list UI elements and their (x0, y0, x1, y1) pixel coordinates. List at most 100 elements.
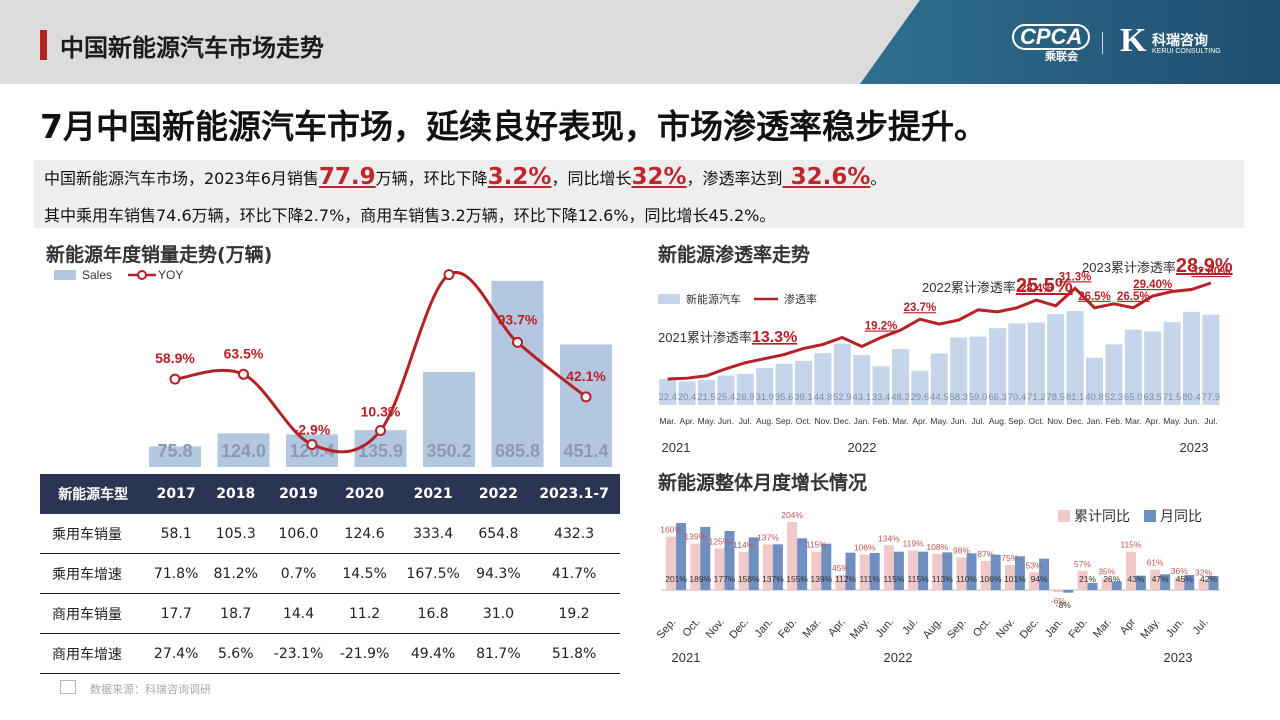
month-tick-label: Feb. (873, 416, 890, 426)
penetration-label: 26.5% (1117, 291, 1150, 303)
annual-sales-chart-title: 新能源年度销量走势(万辆) (46, 244, 273, 266)
table-cell: 11.2 (331, 593, 398, 634)
month-tick-label: Apr. (912, 416, 927, 426)
sales-bar-label: 124.0 (221, 441, 266, 461)
kerui-logo-mark: K (1120, 22, 1147, 59)
month-tick-label: Mar. (892, 416, 909, 426)
monthly-bar (893, 551, 904, 590)
penetration-label: 23.7% (904, 302, 937, 314)
cumulative-label: 75% (1001, 553, 1018, 563)
month-tick-label: Jun. (1164, 616, 1187, 640)
table-cell: 乘用车销量 (40, 514, 147, 554)
nev-bar-label: 48.2 (891, 392, 910, 403)
yoy-label: 93.7% (498, 311, 538, 327)
penetration-label: 32.60% (1191, 266, 1230, 278)
cumulative-bar (1125, 551, 1136, 590)
nev-bar (853, 355, 871, 405)
table-cell: 5.6% (205, 633, 266, 674)
sales-bar (149, 446, 201, 467)
nev-bar (1144, 331, 1162, 405)
nev-bar-label: 63.5 (1143, 392, 1162, 403)
nev-bar-label: 58.3 (949, 392, 968, 403)
nev-bar (1047, 314, 1065, 405)
cumulative-label: 125% (709, 536, 731, 546)
cumulative-label: 53% (1026, 560, 1043, 570)
legend-label-monthly: 月同比 (1160, 508, 1202, 524)
cumulative-label: 36% (1171, 566, 1188, 576)
summary-highlight-penetration: 32.6% (782, 164, 871, 190)
yoy-label: 10.3% (361, 404, 401, 420)
sales-bar (491, 280, 544, 467)
table-row: 商用车增速 27.4% 5.6% -23.1% -21.9% 49.4% 81.… (40, 633, 620, 674)
table-cell: 49.4% (397, 633, 469, 674)
table-row: 乘用车销量 58.1 105.3 106.0 124.6 333.4 654.8… (40, 514, 620, 554)
sales-bar-label: 350.2 (426, 441, 471, 461)
cumulative-label: 61% (1147, 558, 1164, 568)
year-label: 2021 (672, 650, 701, 665)
sales-bar-label: 120.4 (289, 441, 334, 461)
cumulative-bar (1150, 569, 1161, 590)
table-cell: 19.2 (528, 593, 620, 634)
nev-bar-label: 65.0 (1124, 392, 1143, 403)
nev-bar-label: 78.5 (1046, 392, 1065, 403)
legend-label-sales: Sales (82, 268, 112, 282)
month-tick-label: Jul. (739, 416, 752, 426)
month-tick-label: Jul. (1191, 616, 1211, 637)
monthly-bar (821, 543, 832, 590)
monthly-bar (1014, 556, 1025, 590)
nev-bar (950, 337, 968, 405)
monthly-label: 42% (1200, 574, 1217, 584)
month-tick-label: Feb. (1066, 616, 1089, 641)
summary-line-2: 其中乘用车销售74.6万辆，环比下降2.7%，商用车销售3.2万辆，环比下降12… (44, 206, 776, 225)
summary-text: 中国新能源汽车市场，2023年6月销售 (44, 169, 319, 188)
penetration-chart: 新能源汽车 渗透率 22.4 Mar. 20.4 Apr. 21.5 May. 25.4 Jun.… (658, 255, 1233, 455)
cumulative-bar (835, 575, 846, 590)
cumulative-label: 115% (806, 540, 828, 550)
sales-bar (354, 430, 407, 467)
monthly-growth-chart: 累计同比 月同比 160% 201% Sep. 139% 189% Oct. 125% 177% N… (655, 508, 1220, 665)
table-header-cell: 2019 (265, 474, 332, 514)
table-cell: 654.8 (468, 514, 529, 554)
month-tick-label: May. (848, 616, 872, 641)
yoy-label: 42.1% (566, 368, 606, 384)
cumulative-label: 134% (878, 533, 900, 543)
monthly-bar (942, 552, 953, 590)
yoy-label: 58.9% (155, 350, 195, 366)
month-tick-label: Jan. (1043, 616, 1066, 640)
cumulative-label: 45% (832, 563, 849, 573)
nev-bar (989, 328, 1006, 405)
table-header-cell: 2017 (146, 474, 206, 514)
cumulative-bar (666, 536, 677, 590)
monthly-label: 113% (932, 574, 954, 584)
month-tick-label: Feb. (1105, 416, 1122, 426)
title-accent-bar (40, 30, 47, 60)
monthly-bar (772, 544, 783, 590)
nev-bar (814, 353, 832, 405)
month-tick-label: Aug. (756, 416, 774, 426)
nev-bar-label: 38.1 (794, 392, 813, 403)
nev-bar-label: 26.9 (736, 392, 755, 403)
year-label: 2022 (884, 650, 913, 665)
monthly-bar (1111, 581, 1122, 590)
nev-bar-label: 52.3 (1105, 392, 1124, 403)
cumulative-bar (859, 554, 870, 590)
yoy-point (238, 368, 249, 380)
cumulative-label: 114% (733, 540, 755, 550)
nev-bar (756, 368, 774, 405)
legend-label-cumulative: 累计同比 (1074, 508, 1130, 524)
month-tick-label: Apr (1118, 616, 1138, 637)
table-cell: 乘用车增速 (40, 553, 147, 594)
year-label: 2023 (1180, 440, 1209, 455)
nev-bar (1008, 323, 1026, 405)
monthly-label: 47% (1152, 574, 1169, 584)
kerui-logo-english: KERUI CONSULTING (1152, 48, 1221, 55)
month-tick-label: Aug. (921, 616, 945, 641)
table-header-cell: 2018 (205, 474, 266, 514)
sales-bar (217, 433, 270, 467)
nev-bar-label: 66.3 (988, 392, 1007, 403)
legend-swatch-monthly (1144, 510, 1156, 522)
month-tick-label: Sep. (1008, 416, 1026, 426)
legend-label-yoy: YOY (158, 268, 183, 282)
monthly-bar (966, 553, 977, 590)
nev-bar-label: 59.0 (969, 392, 988, 403)
